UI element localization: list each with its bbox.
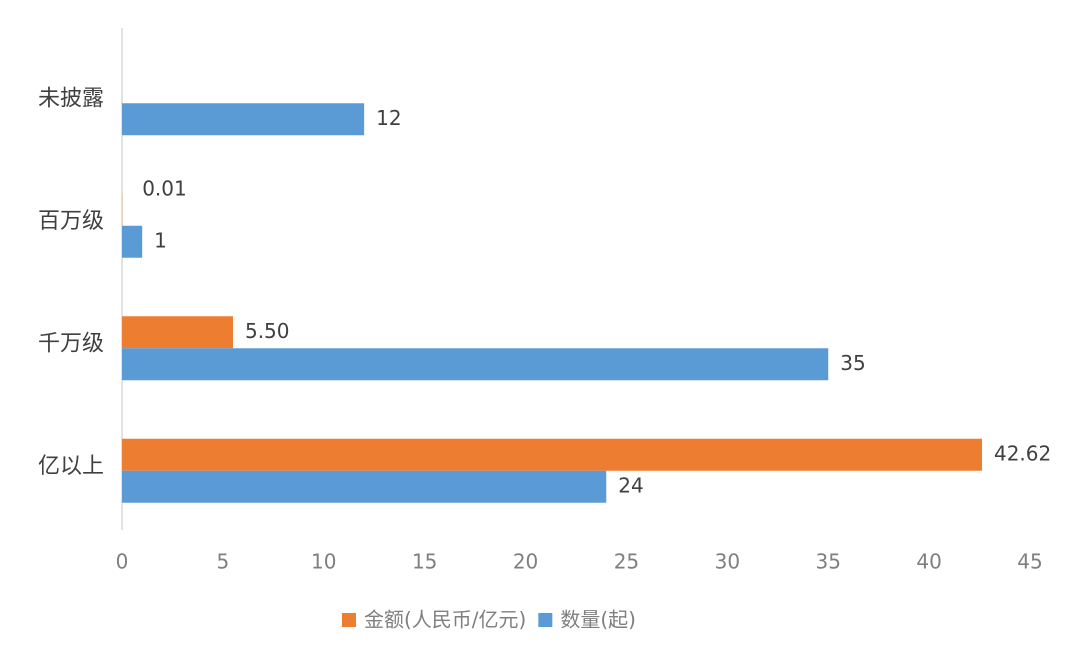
value-label: 12 [376,106,401,130]
x-tick-label: 10 [311,550,336,574]
x-tick-label: 30 [715,550,740,574]
y-tick-label: 百万级 [38,209,104,234]
x-tick-label: 20 [513,550,538,574]
y-tick-label: 千万级 [38,331,104,356]
x-tick-label: 35 [815,550,840,574]
bar [122,438,982,471]
legend-swatch [538,613,553,627]
legend-swatch [342,613,356,627]
value-label: 0.01 [142,176,187,200]
bar [122,225,143,258]
legend-label: 数量(起) [560,608,636,632]
x-tick-label: 40 [916,550,941,574]
bar [122,470,607,503]
value-label: 24 [618,473,643,497]
y-tick-label: 亿以上 [38,454,104,479]
bar [122,348,829,381]
x-tick-label: 45 [1017,550,1042,574]
x-tick-label: 25 [614,550,639,574]
value-label: 42.62 [994,441,1051,465]
x-tick-label: 15 [412,550,437,574]
value-label: 1 [154,228,167,252]
y-tick-label: 未披露 [38,86,104,111]
x-tick-label: 0 [116,550,129,574]
bar [122,103,365,136]
value-label: 5.50 [245,319,290,343]
legend-label: 金额(人民币/亿元) [364,608,526,632]
bar [122,316,233,349]
value-label: 35 [840,351,865,375]
x-tick-label: 5 [217,550,230,574]
